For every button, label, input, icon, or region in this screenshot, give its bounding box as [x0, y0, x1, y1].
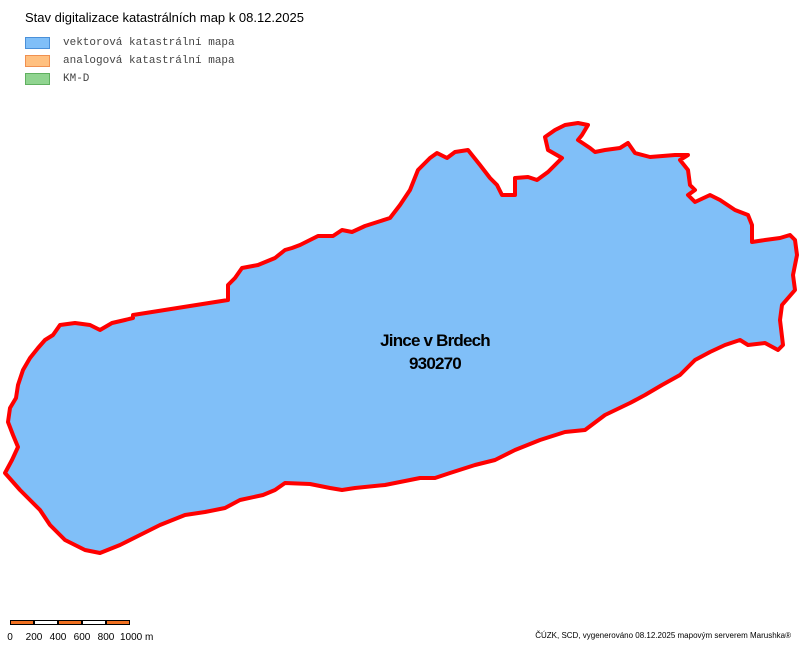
legend-swatch	[25, 37, 50, 49]
scale-tick: 200	[25, 632, 43, 643]
scale-segment	[34, 620, 58, 625]
scale-segment	[10, 620, 34, 625]
legend-label: vektorová katastrální mapa	[63, 37, 235, 49]
scale-tick: 400	[49, 632, 67, 643]
scale-tick: 0	[7, 632, 13, 643]
legend-item-kmd: KM-D	[25, 72, 89, 86]
cadastral-area-polygon[interactable]	[3, 121, 799, 555]
area-name-label: Jince v Brdech	[380, 331, 490, 350]
scale-tick: 800	[97, 632, 115, 643]
scale-segment	[106, 620, 130, 625]
legend-label: analogová katastrální mapa	[63, 55, 235, 67]
legend-label: KM-D	[63, 73, 90, 85]
map-title: Stav digitalizace katastrálních map k 08…	[25, 10, 304, 25]
scale-segment	[82, 620, 106, 625]
legend-swatch	[25, 55, 50, 67]
scale-tick: 600	[73, 632, 91, 643]
credit-text: ČÚZK, SCD, vygenerováno 08.12.2025 mapov…	[535, 631, 791, 640]
area-code-label: 930270	[409, 354, 461, 373]
scale-segment	[58, 620, 82, 625]
legend-item-vector: vektorová katastrální mapa	[25, 36, 235, 50]
legend-swatch	[25, 73, 50, 85]
scale-tick: 1000 m	[120, 632, 154, 643]
legend-item-analog: analogová katastrální mapa	[25, 54, 235, 68]
